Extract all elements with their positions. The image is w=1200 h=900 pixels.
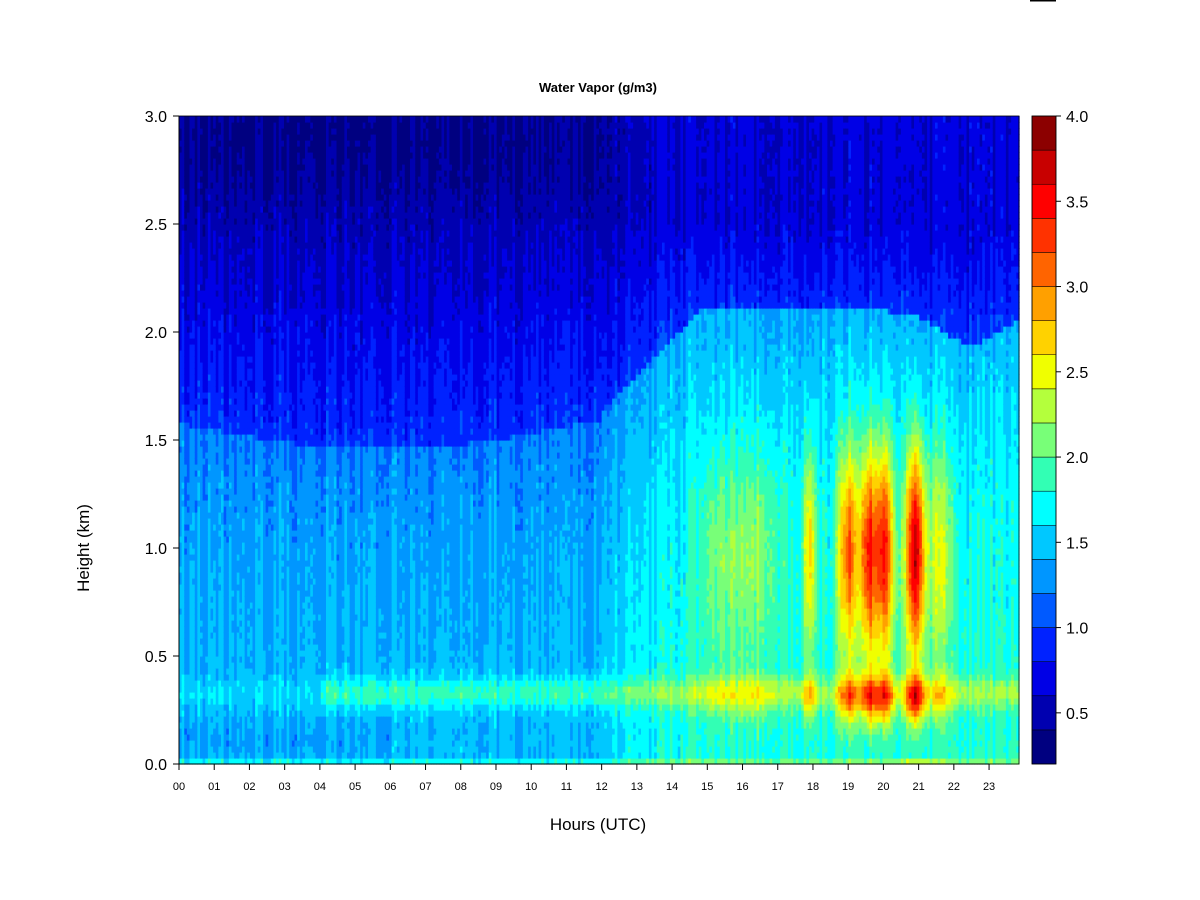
heatmap-plot	[179, 116, 1020, 765]
chart-title: Water Vapor (g/m3)	[539, 80, 657, 95]
corner-mark	[1030, 0, 1056, 2]
